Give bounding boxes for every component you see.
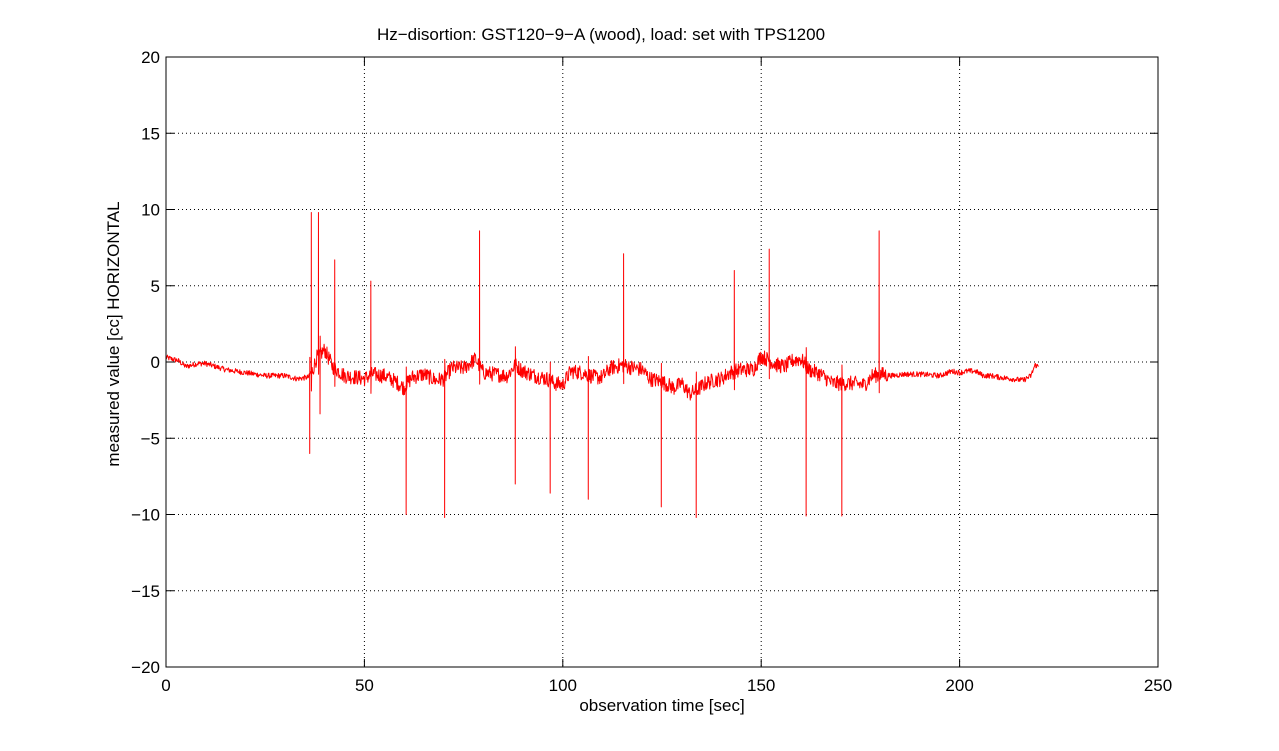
axis-ticks: 0 50 100 150 200 250 −20 −15 −10 −5 0 5 10 15 20: [131, 48, 1172, 695]
plot-area: [165, 212, 1039, 519]
y-tick-label: 15: [141, 124, 160, 143]
x-tick-label: 100: [549, 676, 577, 695]
grid: [166, 57, 1158, 667]
x-axis-label: observation time [sec]: [579, 696, 744, 715]
x-tick-label: 250: [1144, 676, 1172, 695]
y-tick-label: 20: [141, 48, 160, 67]
y-tick-label: 10: [141, 201, 160, 220]
x-tick-label: 50: [355, 676, 374, 695]
y-tick-label: −5: [141, 429, 160, 448]
y-tick-label: −20: [131, 658, 160, 677]
series-line: [165, 212, 1039, 519]
x-tick-label: 0: [161, 676, 170, 695]
y-tick-label: −15: [131, 582, 160, 601]
y-tick-label: 0: [151, 353, 160, 372]
x-tick-label: 200: [945, 676, 973, 695]
y-tick-label: −10: [131, 506, 160, 525]
x-tick-label: 150: [747, 676, 775, 695]
y-tick-label: 5: [151, 277, 160, 296]
chart-title: Hz−disortion: GST120−9−A (wood), load: s…: [377, 25, 825, 44]
y-axis-label: measured value [cc] HORIZONTAL: [104, 201, 123, 466]
